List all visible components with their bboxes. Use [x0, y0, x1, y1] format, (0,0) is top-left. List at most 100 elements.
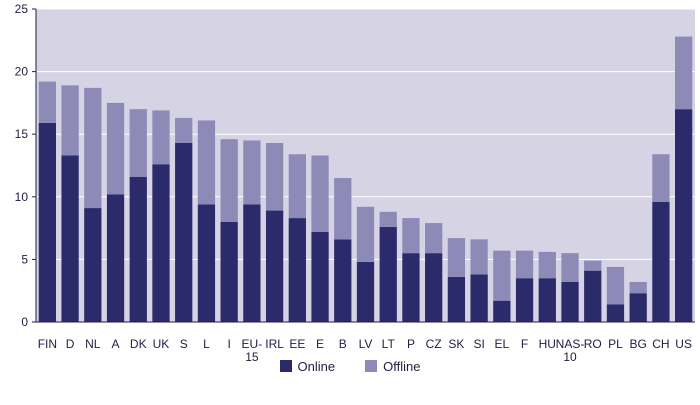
- x-tick-label: DK: [130, 337, 147, 351]
- bar-segment-online-11: [288, 218, 306, 322]
- bar-segment-offline-27: [652, 154, 670, 202]
- x-tick-label: S: [180, 337, 188, 351]
- bar-segment-offline-22: [538, 251, 556, 279]
- bar-segment-online-20: [493, 300, 511, 322]
- bar-segment-online-8: [220, 221, 238, 322]
- bar-segment-offline-26: [629, 281, 647, 294]
- x-tick-label: 15: [245, 350, 259, 364]
- x-tick-label: NL: [85, 337, 101, 351]
- bar-segment-online-2: [84, 208, 102, 322]
- bar-segment-online-18: [447, 276, 466, 322]
- bar-segment-offline-12: [311, 155, 329, 232]
- x-tick-label: D: [66, 337, 75, 351]
- bar-segment-online-16: [402, 253, 420, 322]
- x-tick-label: US: [675, 337, 692, 351]
- bar-segment-offline-7: [197, 120, 216, 205]
- y-tick-label: 0: [21, 315, 28, 329]
- bars: [38, 36, 693, 322]
- bar-segment-online-3: [106, 194, 125, 322]
- x-tick-label: RO: [584, 337, 602, 351]
- x-tick-label: P: [407, 337, 415, 351]
- legend: Online Offline: [0, 354, 700, 378]
- bar-segment-online-1: [61, 155, 79, 322]
- bar-segment-online-24: [584, 270, 602, 322]
- legend-item-offline: Offline: [365, 359, 420, 374]
- bar-segment-online-15: [379, 226, 397, 322]
- y-tick-label: 20: [15, 65, 29, 79]
- bar-segment-offline-23: [561, 253, 579, 282]
- bar-segment-online-23: [561, 281, 579, 322]
- bar-segment-offline-20: [493, 250, 511, 301]
- bar-segment-online-10: [265, 210, 284, 322]
- bar-segment-online-0: [38, 122, 56, 322]
- bar-segment-offline-6: [175, 117, 193, 143]
- y-tick-label: 5: [21, 252, 28, 266]
- x-tick-label: L: [203, 337, 210, 351]
- bar-segment-online-4: [129, 176, 147, 322]
- x-tick-label: CZ: [426, 337, 442, 351]
- x-tick-label: HU: [539, 337, 556, 351]
- y-tick-label: 15: [15, 127, 29, 141]
- x-tick-label: LT: [382, 337, 396, 351]
- bar-segment-online-6: [175, 142, 193, 322]
- x-tick-label: CH: [652, 337, 669, 351]
- x-tick-label: SI: [473, 337, 484, 351]
- y-axis: 0 5 10 15 20 25: [15, 2, 37, 329]
- x-tick-label: 10: [563, 350, 577, 364]
- y-tick-label: 10: [15, 190, 29, 204]
- bar-segment-offline-10: [265, 142, 284, 211]
- bar-segment-offline-0: [38, 81, 56, 123]
- bar-segment-online-7: [197, 204, 216, 322]
- legend-swatch-offline: [365, 360, 378, 372]
- x-tick-label: NAS-: [556, 337, 585, 351]
- bar-segment-offline-21: [515, 250, 534, 279]
- bar-segment-offline-5: [152, 110, 170, 165]
- legend-label-offline: Offline: [383, 358, 421, 374]
- bar-segment-offline-11: [288, 154, 306, 219]
- bar-segment-online-5: [152, 164, 170, 322]
- x-tick-label: E: [316, 337, 324, 351]
- x-tick-label: PL: [608, 337, 623, 351]
- bar-segment-offline-25: [606, 266, 625, 305]
- bar-segment-offline-1: [61, 85, 79, 156]
- bar-segment-offline-24: [584, 260, 602, 271]
- x-tick-label: FIN: [38, 337, 57, 351]
- bar-segment-offline-15: [379, 211, 397, 227]
- bar-segment-online-9: [243, 204, 261, 322]
- bar-segment-offline-4: [129, 109, 147, 177]
- bar-segment-offline-17: [425, 223, 443, 254]
- x-tick-label: A: [112, 337, 120, 351]
- x-tick-label: F: [521, 337, 528, 351]
- bar-segment-offline-3: [106, 102, 125, 195]
- bar-segment-offline-19: [470, 239, 488, 275]
- bar-segment-offline-28: [675, 36, 693, 110]
- bar-segment-online-27: [652, 201, 670, 322]
- bar-segment-offline-14: [356, 206, 375, 262]
- bar-segment-online-14: [356, 261, 375, 322]
- bar-segment-online-17: [425, 253, 443, 322]
- bar-segment-offline-13: [334, 178, 352, 240]
- x-tick-label: LV: [359, 337, 373, 351]
- x-tick-label: SK: [448, 337, 464, 351]
- bar-segment-online-25: [606, 304, 625, 322]
- bar-segment-online-13: [334, 239, 352, 322]
- x-tick-label: EL: [495, 337, 510, 351]
- x-tick-label: BG: [630, 337, 647, 351]
- x-tick-label: I: [227, 337, 230, 351]
- x-tick-label: EE: [289, 337, 305, 351]
- bar-segment-offline-8: [220, 139, 238, 222]
- bar-segment-online-22: [538, 278, 556, 322]
- legend-swatch-online: [279, 360, 292, 372]
- bar-segment-online-12: [311, 231, 329, 322]
- bar-segment-offline-9: [243, 140, 261, 205]
- x-tick-label: IRL: [265, 337, 284, 351]
- legend-label-online: Online: [297, 358, 336, 374]
- y-tick-label: 25: [15, 2, 29, 16]
- bar-segment-online-28: [675, 109, 693, 322]
- x-tick-label: B: [339, 337, 347, 351]
- bar-segment-offline-2: [84, 87, 102, 209]
- bar-segment-online-21: [515, 278, 534, 322]
- bar-segment-online-26: [629, 293, 647, 322]
